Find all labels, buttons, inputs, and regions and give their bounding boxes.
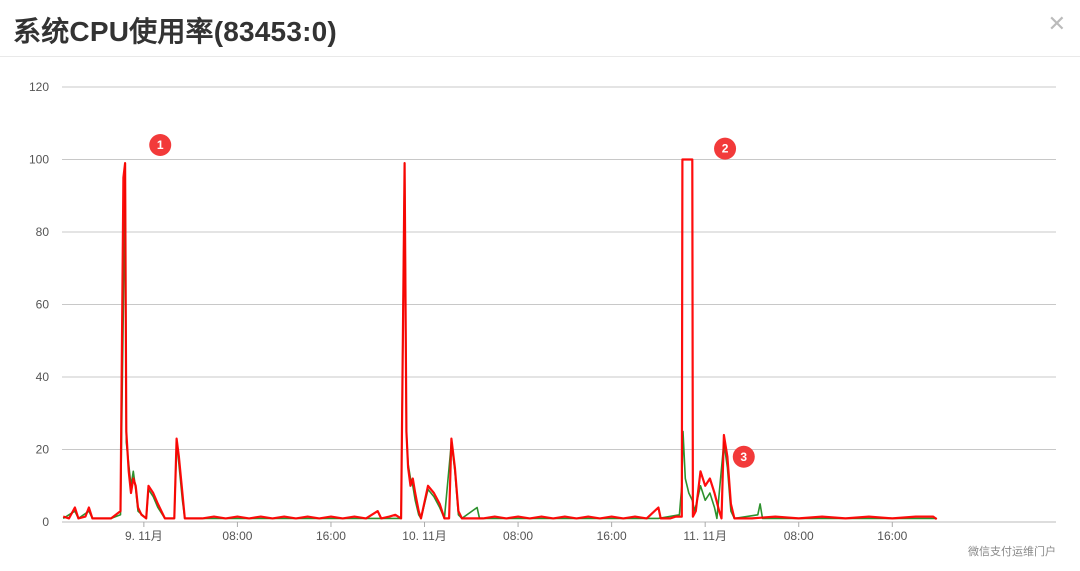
x-tick-label-4: 08:00 xyxy=(503,529,533,543)
marker-badge-1 xyxy=(149,134,172,156)
marker-label-3: 3 xyxy=(740,450,747,464)
series-line-0 xyxy=(62,158,938,520)
x-tick-label-7: 08:00 xyxy=(784,529,814,543)
series-line-1 xyxy=(62,162,937,520)
page-title: 系统CPU使用率(83453:0) xyxy=(13,16,337,47)
watermark: 微信支付运维门户 xyxy=(968,546,1056,558)
window-header: 系统CPU使用率(83453:0) ✕ xyxy=(0,0,1080,57)
x-tick-label-5: 16:00 xyxy=(597,529,627,543)
x-tick-label-3: 10. 11月 xyxy=(402,529,446,543)
x-tick-label-2: 16:00 xyxy=(316,529,346,543)
y-tick-label-60: 60 xyxy=(36,298,50,312)
y-tick-label-0: 0 xyxy=(42,515,49,529)
cpu-usage-chart: 0 20 40 60 80 100 120 9. 11月 08:00 16:00 10. 11月 08… xyxy=(29,80,1056,543)
y-tick-label-40: 40 xyxy=(36,370,50,384)
close-icon[interactable]: ✕ xyxy=(1047,11,1066,36)
marker-badge-3 xyxy=(732,445,755,468)
x-tick-label-0: 9. 11月 xyxy=(125,529,163,543)
y-tick-label-120: 120 xyxy=(29,80,49,94)
y-tick-label-80: 80 xyxy=(36,225,50,239)
marker-label-1: 1 xyxy=(157,138,164,152)
y-tick-label-100: 100 xyxy=(29,153,49,167)
marker-label-2: 2 xyxy=(722,142,729,156)
x-tick-label-1: 08:00 xyxy=(222,529,252,543)
y-tick-label-20: 20 xyxy=(36,443,50,457)
x-tick-label-8: 16:00 xyxy=(877,529,907,543)
marker-badge-2 xyxy=(714,137,737,160)
x-tick-label-6: 11. 11月 xyxy=(683,529,727,543)
